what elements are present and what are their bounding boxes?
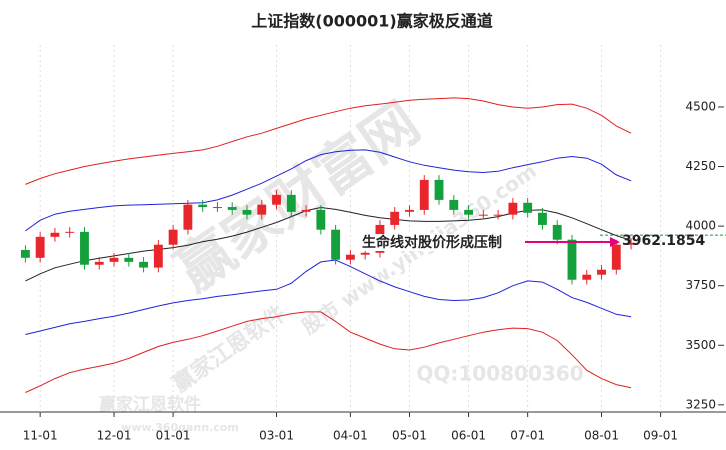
y-tick-label: 4500 xyxy=(685,99,716,113)
candle-body xyxy=(582,274,592,280)
candle-body xyxy=(35,236,45,258)
x-tick-label: 04-01 xyxy=(333,429,368,443)
y-tick-label: 3750 xyxy=(685,278,716,292)
watermark: QQ:100800360 xyxy=(416,362,583,386)
candle-body xyxy=(508,202,518,215)
candle-body xyxy=(449,199,459,210)
candle-body xyxy=(611,244,621,270)
candle-body xyxy=(523,202,533,213)
candle-body xyxy=(390,211,400,225)
x-tick-label: 03-01 xyxy=(259,429,294,443)
candle-body xyxy=(80,231,89,265)
candle-body xyxy=(538,212,547,225)
candle-body xyxy=(109,257,119,262)
candle-body xyxy=(478,214,488,216)
candle-body xyxy=(227,207,237,210)
candle-body xyxy=(552,224,562,240)
watermark: 赢家江恩软件 xyxy=(99,394,201,415)
candle-body xyxy=(345,254,355,260)
candle-body xyxy=(153,244,163,268)
candle-body xyxy=(331,229,341,260)
x-tick-label: 08-01 xyxy=(584,429,619,443)
reference-label: 3962.1854 xyxy=(622,233,706,249)
candle-body xyxy=(272,194,281,205)
y-tick-label: 4250 xyxy=(685,159,716,173)
x-tick-label: 06-01 xyxy=(451,429,486,443)
plot: 3250 3500 3750 4000 4250 4500 11-01 12-01 01-01 0… xyxy=(20,45,726,443)
channel-line xyxy=(25,149,632,232)
candle-body xyxy=(301,209,311,212)
candle-body xyxy=(567,239,577,280)
annotation-bg xyxy=(360,234,504,251)
watermark: 赢家江恩软件 xyxy=(168,301,291,398)
candle-body xyxy=(213,207,222,209)
watermark: www.360gann.com xyxy=(121,421,239,434)
chart-title: 上证指数(000001)赢家极反通道 xyxy=(251,12,492,31)
candle-body xyxy=(286,194,296,212)
x-tick-label: 11-01 xyxy=(23,429,58,443)
x-tick-label: 12-01 xyxy=(97,429,132,443)
candle-body xyxy=(198,204,208,208)
y-tick-label: 3250 xyxy=(685,397,716,411)
x-tick-label: 09-01 xyxy=(643,429,678,443)
x-tick-label: 07-01 xyxy=(510,429,545,443)
candle-body xyxy=(405,209,414,212)
candle-body xyxy=(464,209,473,215)
candle-body xyxy=(183,204,193,230)
candle-body xyxy=(139,261,148,268)
candle-body xyxy=(65,231,75,233)
candle-body xyxy=(124,257,134,262)
candle-body xyxy=(597,269,606,275)
candle-body xyxy=(20,249,30,258)
channel-line xyxy=(25,311,632,393)
x-tick-label: 01-01 xyxy=(156,429,191,443)
candle-body xyxy=(434,179,444,200)
candle-body xyxy=(242,209,252,215)
candle-body xyxy=(419,179,429,210)
y-tick-label: 4000 xyxy=(685,219,716,233)
candle-body xyxy=(360,252,370,255)
candle-body xyxy=(257,204,267,215)
x-tick-label: 05-01 xyxy=(392,429,427,443)
candle-body xyxy=(493,214,503,216)
y-tick-label: 3500 xyxy=(685,338,716,352)
candle-body xyxy=(168,229,178,245)
candle-body xyxy=(94,261,104,265)
annotation: 生命线对股价形成压制 xyxy=(362,234,502,251)
candle-body xyxy=(50,232,60,237)
arrow-head xyxy=(610,237,620,247)
candle-body xyxy=(626,242,636,245)
channel-line xyxy=(25,97,632,185)
channel-line xyxy=(25,259,632,335)
candle-body xyxy=(316,209,326,230)
